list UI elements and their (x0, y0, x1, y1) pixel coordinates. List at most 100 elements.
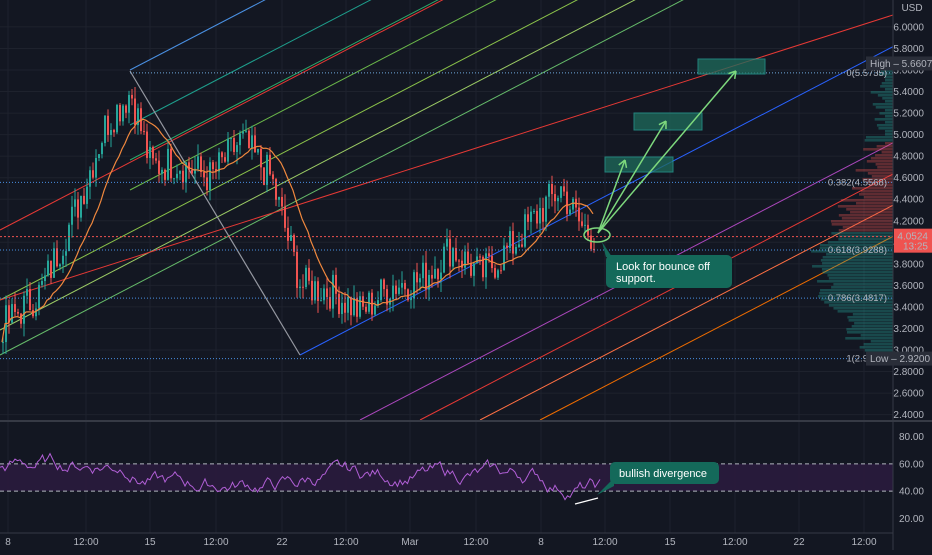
volume-bar (830, 220, 893, 223)
pitchfork-handle (129, 70, 301, 356)
candle-body (68, 224, 70, 252)
candle-body (2, 342, 4, 344)
candle-body (218, 152, 220, 172)
target-box (633, 112, 703, 131)
moving-average (1, 118, 594, 343)
pitchfork-line (129, 0, 497, 191)
volume-bar (867, 172, 893, 175)
support-circle (583, 227, 611, 243)
volume-bar (822, 271, 893, 274)
candle-body (320, 300, 322, 302)
candle-body (125, 105, 127, 113)
volume-bar (820, 259, 893, 262)
candle-body (11, 304, 13, 323)
price-tick-label: 3.4000 (893, 302, 924, 313)
candle-body (275, 179, 277, 200)
ma-line (1, 118, 594, 343)
candle-body (560, 186, 562, 198)
candle-body (98, 154, 100, 159)
fib-label: 0.786(3.4817) (828, 293, 887, 304)
volume-bar (850, 211, 893, 214)
candle-body (92, 170, 94, 178)
candle-body (44, 275, 46, 282)
pitchfork-line (0, 0, 636, 331)
projection-arrow (597, 159, 626, 234)
candle-body (116, 104, 118, 133)
candle-body (197, 156, 199, 169)
rsi-panel: bullish divergence (0, 452, 893, 505)
projection-arrow (597, 120, 667, 234)
candle-body (104, 115, 106, 144)
candle-body (50, 260, 52, 278)
candle-body (569, 209, 571, 214)
candle-body (278, 196, 280, 200)
candle-body (281, 196, 283, 207)
time-tick-label: 12:00 (851, 537, 876, 548)
candle-body (14, 304, 16, 312)
candle-body (365, 306, 367, 312)
price-tick-label: 5.0000 (893, 130, 924, 141)
candle-body (23, 295, 25, 324)
candle-body (413, 272, 415, 299)
arrow-head (658, 120, 667, 130)
volume-bar (819, 247, 893, 250)
candle-body (497, 270, 499, 278)
volume-bar (818, 295, 893, 298)
candle-body (458, 260, 460, 262)
volume-bar (882, 97, 893, 100)
candle-body (392, 285, 394, 299)
volume-bar (885, 133, 893, 136)
candle-body (332, 274, 334, 309)
high-badge-label: High – 5.6607 (870, 59, 932, 70)
candle-body (386, 289, 388, 305)
volume-bar (828, 277, 893, 280)
candle-body (245, 130, 247, 132)
candle-body (329, 297, 331, 309)
candle-body (266, 154, 268, 185)
time-tick-label: 15 (144, 537, 156, 548)
candle-body (434, 269, 436, 279)
candle-body (509, 231, 511, 248)
candle-body (110, 130, 112, 135)
candle-body (56, 248, 58, 267)
candle-body (425, 262, 427, 290)
candle-body (158, 160, 160, 174)
volume-bar (881, 151, 893, 154)
candle-body (173, 178, 175, 180)
time-tick-label: 8 (538, 537, 544, 548)
target-box (697, 58, 766, 75)
candle-body (287, 227, 289, 241)
candle-body (422, 262, 424, 279)
volume-bar (875, 154, 893, 157)
candle-body (251, 135, 253, 149)
candle-body (35, 308, 37, 317)
price-tick-label: 5.4000 (893, 87, 924, 98)
current-price-badge (894, 228, 932, 253)
bounce-callout (606, 255, 732, 288)
candle-body (227, 138, 229, 162)
candle-body (488, 253, 490, 257)
volume-bar (833, 307, 893, 310)
volume-bar (877, 94, 893, 97)
candle-body (500, 270, 502, 272)
time-tick-label: 12:00 (73, 537, 98, 548)
candle-body (359, 296, 361, 317)
candle-body (38, 284, 40, 309)
candle-body (581, 221, 583, 226)
candle-body (17, 311, 19, 314)
candle-body (143, 131, 145, 133)
candle-body (77, 199, 79, 218)
candle-body (179, 170, 181, 174)
candle-body (32, 310, 34, 317)
candle-body (242, 131, 244, 134)
volume-bar (863, 343, 893, 346)
candle-body (572, 198, 574, 210)
candle-body (107, 115, 109, 135)
volume-bar (820, 298, 893, 301)
pitchfork-line (129, 0, 372, 126)
candle-body (302, 286, 304, 288)
pitchfork-line (299, 46, 894, 356)
